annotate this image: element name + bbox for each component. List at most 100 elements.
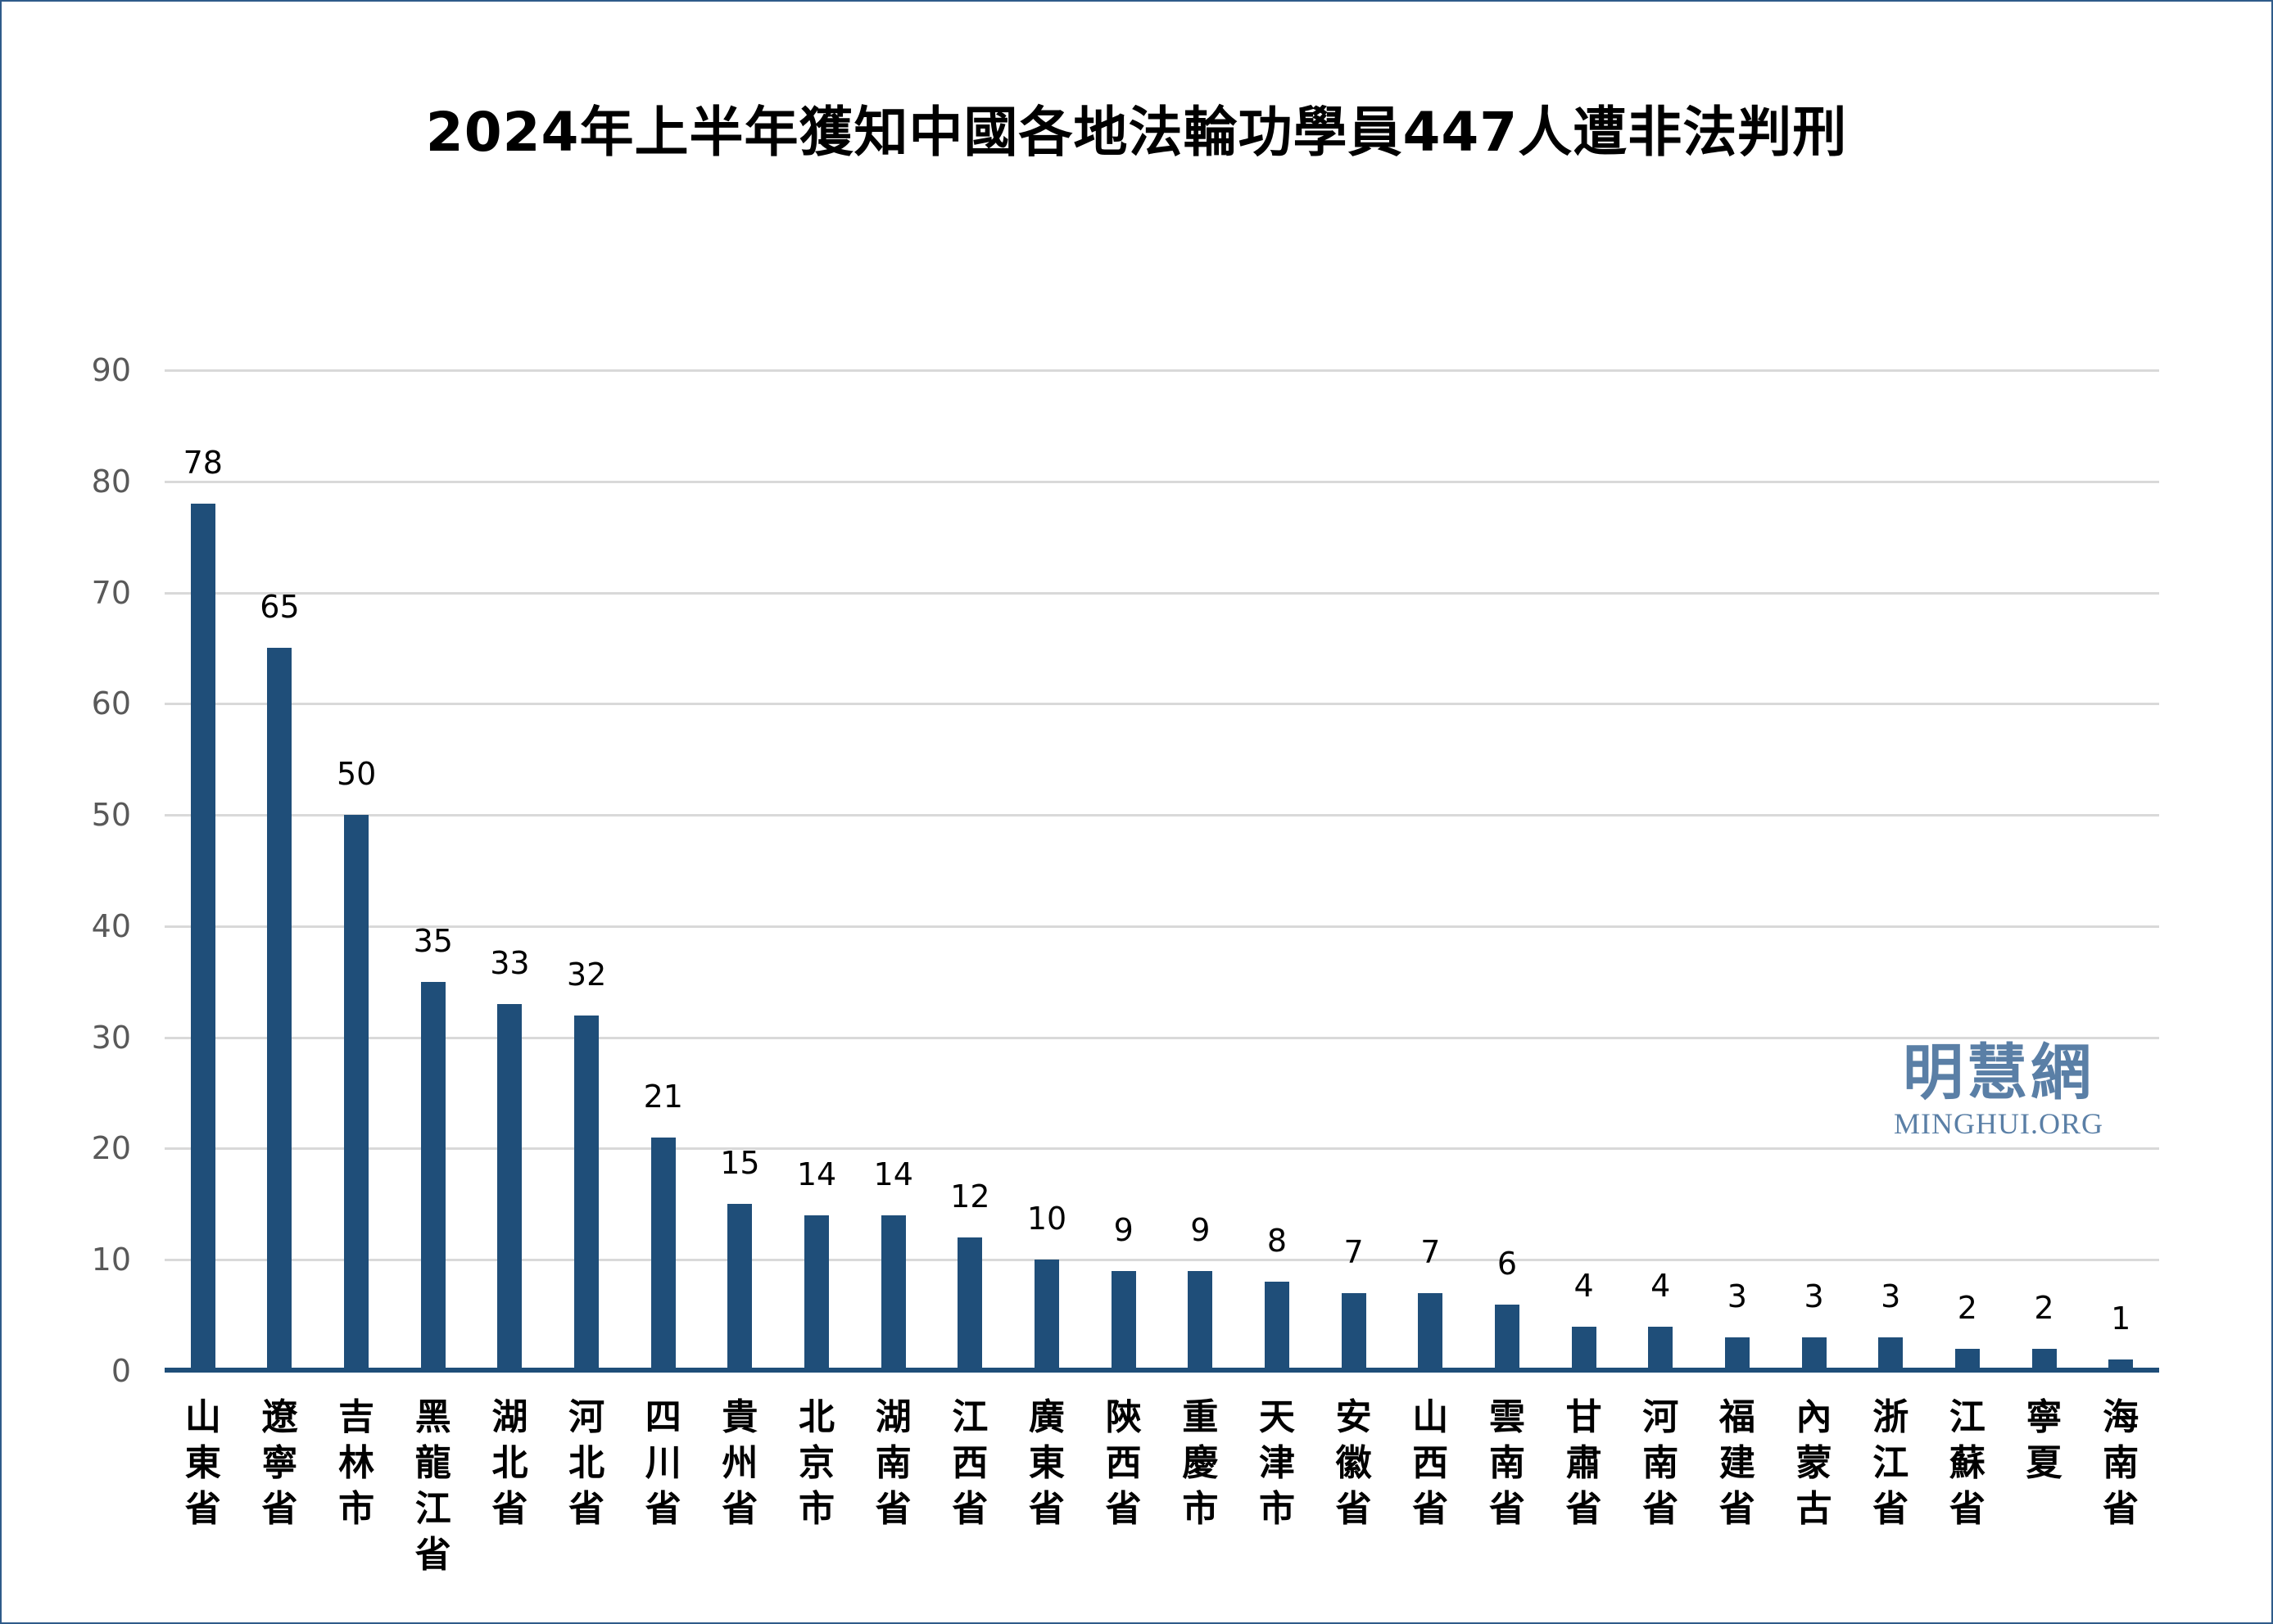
bar bbox=[344, 815, 369, 1371]
category-label: 浙江省 bbox=[1872, 1396, 1909, 1530]
bar bbox=[1035, 1260, 1060, 1371]
category-label: 陝西省 bbox=[1105, 1396, 1142, 1530]
bar bbox=[1878, 1337, 1904, 1371]
y-tick-label: 40 bbox=[91, 907, 131, 944]
category-label: 山西省 bbox=[1412, 1396, 1449, 1530]
category-label: 內蒙古 bbox=[1795, 1396, 1832, 1530]
chart-title: 2024年上半年獲知中國各地法輪功學員447人遭非法判刑 bbox=[425, 101, 1848, 164]
plot-area bbox=[165, 369, 2159, 1371]
y-tick-label: 30 bbox=[91, 1019, 131, 1056]
bar bbox=[2031, 1348, 2057, 1371]
data-label: 4 bbox=[1650, 1267, 1671, 1304]
category-label: 河南省 bbox=[1642, 1396, 1679, 1530]
data-label: 14 bbox=[796, 1156, 837, 1192]
gridline bbox=[165, 703, 2159, 706]
bar bbox=[1724, 1337, 1750, 1371]
data-label: 8 bbox=[1266, 1223, 1288, 1260]
bar bbox=[727, 1204, 753, 1371]
category-label: 天津市 bbox=[1258, 1396, 1295, 1530]
gridline bbox=[165, 1036, 2159, 1039]
gridline bbox=[165, 369, 2159, 372]
bar bbox=[958, 1237, 983, 1371]
y-tick-label: 90 bbox=[91, 352, 131, 388]
data-label: 78 bbox=[183, 444, 223, 481]
bar bbox=[881, 1215, 906, 1371]
data-label: 6 bbox=[1496, 1245, 1518, 1282]
category-label: 江蘇省 bbox=[1949, 1396, 1985, 1530]
category-label: 吉林市 bbox=[338, 1396, 375, 1530]
data-label: 3 bbox=[1881, 1278, 1901, 1315]
category-label: 遼寧省 bbox=[261, 1396, 298, 1530]
bar bbox=[1571, 1326, 1596, 1371]
bar bbox=[1801, 1337, 1827, 1371]
data-label: 14 bbox=[873, 1156, 913, 1192]
data-label: 7 bbox=[1420, 1233, 1441, 1270]
category-label: 甘肅省 bbox=[1565, 1396, 1602, 1530]
bar bbox=[1264, 1282, 1289, 1371]
data-label: 1 bbox=[2111, 1301, 2131, 1337]
category-label: 雲南省 bbox=[1488, 1396, 1525, 1530]
category-label: 福建省 bbox=[1718, 1396, 1755, 1530]
gridline bbox=[165, 814, 2159, 817]
bar bbox=[1111, 1270, 1136, 1371]
category-label: 四川省 bbox=[645, 1396, 681, 1530]
category-label: 寧夏 bbox=[2026, 1396, 2062, 1484]
data-label: 21 bbox=[643, 1078, 683, 1115]
data-label: 33 bbox=[490, 944, 530, 981]
category-label: 重慶市 bbox=[1182, 1396, 1219, 1530]
y-tick-label: 70 bbox=[91, 574, 131, 611]
category-label: 北京市 bbox=[799, 1396, 835, 1530]
data-label: 10 bbox=[1026, 1201, 1067, 1237]
data-label: 3 bbox=[1727, 1278, 1747, 1315]
data-label: 3 bbox=[1804, 1278, 1824, 1315]
bar bbox=[267, 648, 292, 1371]
watermark-chinese: 明慧網 bbox=[1903, 1038, 2094, 1108]
category-label: 海南省 bbox=[2103, 1396, 2139, 1530]
data-label: 12 bbox=[950, 1178, 990, 1215]
category-label: 黑龍江省 bbox=[414, 1396, 451, 1576]
bar bbox=[2108, 1359, 2134, 1371]
gridline bbox=[165, 480, 2159, 483]
minghui-watermark: 明慧網 MINGHUI.ORG bbox=[1835, 1040, 2162, 1142]
bar bbox=[804, 1215, 830, 1371]
y-tick-label: 10 bbox=[91, 1242, 131, 1278]
data-label: 32 bbox=[566, 956, 607, 993]
category-label: 山東省 bbox=[184, 1396, 221, 1530]
bar bbox=[650, 1137, 676, 1371]
data-label: 4 bbox=[1573, 1267, 1594, 1304]
bar bbox=[1418, 1292, 1443, 1371]
data-label: 7 bbox=[1343, 1233, 1364, 1270]
bar bbox=[1954, 1348, 1980, 1371]
y-tick-label: 0 bbox=[111, 1353, 131, 1389]
category-label: 貴州省 bbox=[722, 1396, 758, 1530]
bar bbox=[1648, 1326, 1673, 1371]
bar bbox=[1494, 1304, 1519, 1371]
y-tick-label: 50 bbox=[91, 797, 131, 834]
y-tick-label: 20 bbox=[91, 1130, 131, 1167]
data-label: 2 bbox=[1957, 1289, 1977, 1326]
y-tick-label: 80 bbox=[91, 463, 131, 500]
bar bbox=[1188, 1270, 1213, 1371]
data-label: 9 bbox=[1113, 1211, 1134, 1248]
data-label: 15 bbox=[720, 1145, 760, 1182]
x-axis-line bbox=[165, 1368, 2159, 1373]
category-label: 安徽省 bbox=[1335, 1396, 1372, 1530]
data-label: 9 bbox=[1190, 1211, 1211, 1248]
category-label: 江西省 bbox=[952, 1396, 989, 1530]
data-label: 2 bbox=[2034, 1289, 2054, 1326]
bar bbox=[497, 1003, 523, 1371]
y-tick-label: 60 bbox=[91, 685, 131, 722]
watermark-english: MINGHUI.ORG bbox=[1894, 1107, 2103, 1140]
category-label: 廣東省 bbox=[1029, 1396, 1066, 1530]
gridline bbox=[165, 1147, 2159, 1151]
bar bbox=[190, 503, 215, 1371]
data-label: 35 bbox=[413, 922, 453, 959]
gridline bbox=[165, 925, 2159, 928]
data-label: 65 bbox=[260, 589, 300, 626]
category-label: 河北省 bbox=[568, 1396, 605, 1530]
gridline bbox=[165, 1259, 2159, 1262]
gridline bbox=[165, 591, 2159, 595]
category-label: 湖北省 bbox=[491, 1396, 528, 1530]
data-label: 50 bbox=[336, 756, 377, 793]
